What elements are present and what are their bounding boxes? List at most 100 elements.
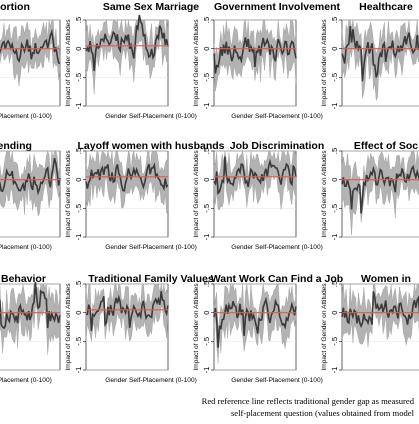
y-tick-label: 0 — [330, 47, 339, 51]
x-axis-label: Gender Self-Placement (0-100) — [105, 244, 197, 251]
y-tick-label: -1 — [330, 234, 339, 241]
panel-1: Abortion Gender Self-Placement (0-100) — [0, 1, 61, 120]
x-axis-label: Gender Self-Placement (0-100) — [0, 113, 52, 120]
panel-10: Traditional Family Values-1-.50.5Impact … — [65, 273, 214, 384]
footnote-line-1: Red reference line reflects traditional … — [202, 396, 415, 406]
y-tick-label: .5 — [330, 148, 339, 154]
estimate-line — [341, 164, 419, 214]
y-tick-label: -.5 — [330, 337, 339, 346]
estimate-line — [0, 28, 61, 65]
y-tick-label: -1 — [74, 367, 83, 374]
y-tick-label: -.5 — [330, 204, 339, 213]
estimate-line — [85, 291, 169, 332]
estimate-line — [85, 14, 169, 72]
y-axis-label: Impact of Gender on Attitudes — [65, 19, 72, 107]
y-axis-label: Impact of Gender on Attitudes — [321, 150, 328, 238]
y-tick-label: .5 — [202, 281, 211, 287]
panel-title: Women in — [361, 273, 411, 285]
panel-title: Healthcare — [359, 1, 413, 13]
y-axis-label: Impact of Gender on Attitudes — [193, 283, 200, 371]
y-tick-label: -1 — [202, 367, 211, 374]
y-tick-label: 0 — [74, 311, 83, 315]
panel-5: Spending Gender Self-Placement (0-100) — [0, 140, 61, 251]
y-tick-label: -.5 — [202, 337, 211, 346]
footnote-line-2: self-placement question (values obtained… — [231, 408, 415, 418]
y-tick-label: -1 — [202, 103, 211, 110]
panel-title: Layoff women with husbands — [77, 140, 224, 152]
y-tick-label: .5 — [74, 148, 83, 154]
panel-title: Traditional Family Values — [88, 273, 214, 285]
panel-9: Moral Behavior Gender Self-Placement (0-1… — [0, 273, 61, 384]
y-axis-label: Impact of Gender on Attitudes — [65, 150, 72, 238]
confidence-band — [341, 19, 419, 102]
x-axis-label: Gender Self-Placement (0-100) — [231, 244, 323, 251]
y-tick-label: -.5 — [330, 73, 339, 82]
panel-title: Job Discrimination — [230, 140, 325, 152]
confidence-band — [341, 150, 419, 236]
panel-title: Abortion — [0, 1, 30, 13]
estimate-line — [0, 157, 61, 196]
y-tick-label: .5 — [330, 17, 339, 23]
y-tick-label: 0 — [74, 178, 83, 182]
y-axis-label: Impact of Gender on Attitudes — [321, 19, 328, 107]
y-tick-label: 0 — [202, 178, 211, 182]
confidence-band — [213, 19, 297, 92]
y-tick-label: .5 — [74, 17, 83, 23]
x-axis-label: Gender Self-Placement (0-100) — [105, 377, 197, 384]
panel-6: Layoff women with husbands-1-.50.5Impact… — [65, 140, 225, 251]
y-tick-label: 0 — [330, 311, 339, 315]
x-axis-label: Gender Self-Placement (0-100) — [231, 377, 323, 384]
estimate-line — [213, 296, 297, 348]
panel-title: Government Involvement — [214, 1, 341, 13]
x-axis-label: Gender Self-Placement (0-100) — [231, 113, 323, 120]
panel-grid: Abortion Gender Self-Placement (0-100) Sam… — [0, 1, 419, 384]
confidence-band — [85, 150, 169, 214]
y-tick-label: -1 — [202, 234, 211, 241]
confidence-band — [341, 283, 419, 348]
x-axis-label: Gender Self-Placement (0-100) — [0, 244, 52, 251]
panel-title: Effect of Soc — [354, 140, 418, 152]
confidence-band — [213, 150, 297, 211]
confidence-band — [85, 19, 169, 95]
y-tick-label: 0 — [202, 311, 211, 315]
panel-title: Same Sex Marriage — [103, 1, 199, 13]
estimate-line — [213, 37, 297, 74]
y-tick-label: .5 — [202, 17, 211, 23]
y-tick-label: -.5 — [202, 204, 211, 213]
estimate-line — [213, 156, 297, 196]
y-tick-label: -.5 — [74, 204, 83, 213]
panel-title: Want Work Can Find a Job — [211, 273, 343, 285]
y-tick-label: -1 — [330, 103, 339, 110]
confidence-band — [85, 283, 169, 343]
y-tick-label: 0 — [330, 178, 339, 182]
y-axis-label: Impact of Gender on Attitudes — [193, 150, 200, 238]
x-axis-label: Gender Self-Placement (0-100) — [0, 377, 52, 384]
y-tick-label: -1 — [330, 367, 339, 374]
y-tick-label: -1 — [74, 234, 83, 241]
y-tick-label: -.5 — [74, 73, 83, 82]
y-axis-label: Impact of Gender on Attitudes — [321, 283, 328, 371]
panel-title: Spending — [0, 140, 32, 152]
x-axis-label: Gender Self-Placement (0-100) — [105, 113, 197, 120]
y-tick-label: -1 — [74, 103, 83, 110]
y-axis-label: Impact of Gender on Attitudes — [65, 283, 72, 371]
y-axis-label: Impact of Gender on Attitudes — [193, 19, 200, 107]
y-tick-label: .5 — [202, 148, 211, 154]
y-tick-label: -.5 — [74, 337, 83, 346]
y-tick-label: .5 — [330, 281, 339, 287]
estimate-line — [85, 162, 169, 192]
panel-title: Moral Behavior — [0, 273, 46, 285]
y-tick-label: 0 — [202, 47, 211, 51]
y-tick-label: 0 — [74, 47, 83, 51]
estimate-line — [0, 281, 61, 330]
y-tick-label: -.5 — [202, 73, 211, 82]
